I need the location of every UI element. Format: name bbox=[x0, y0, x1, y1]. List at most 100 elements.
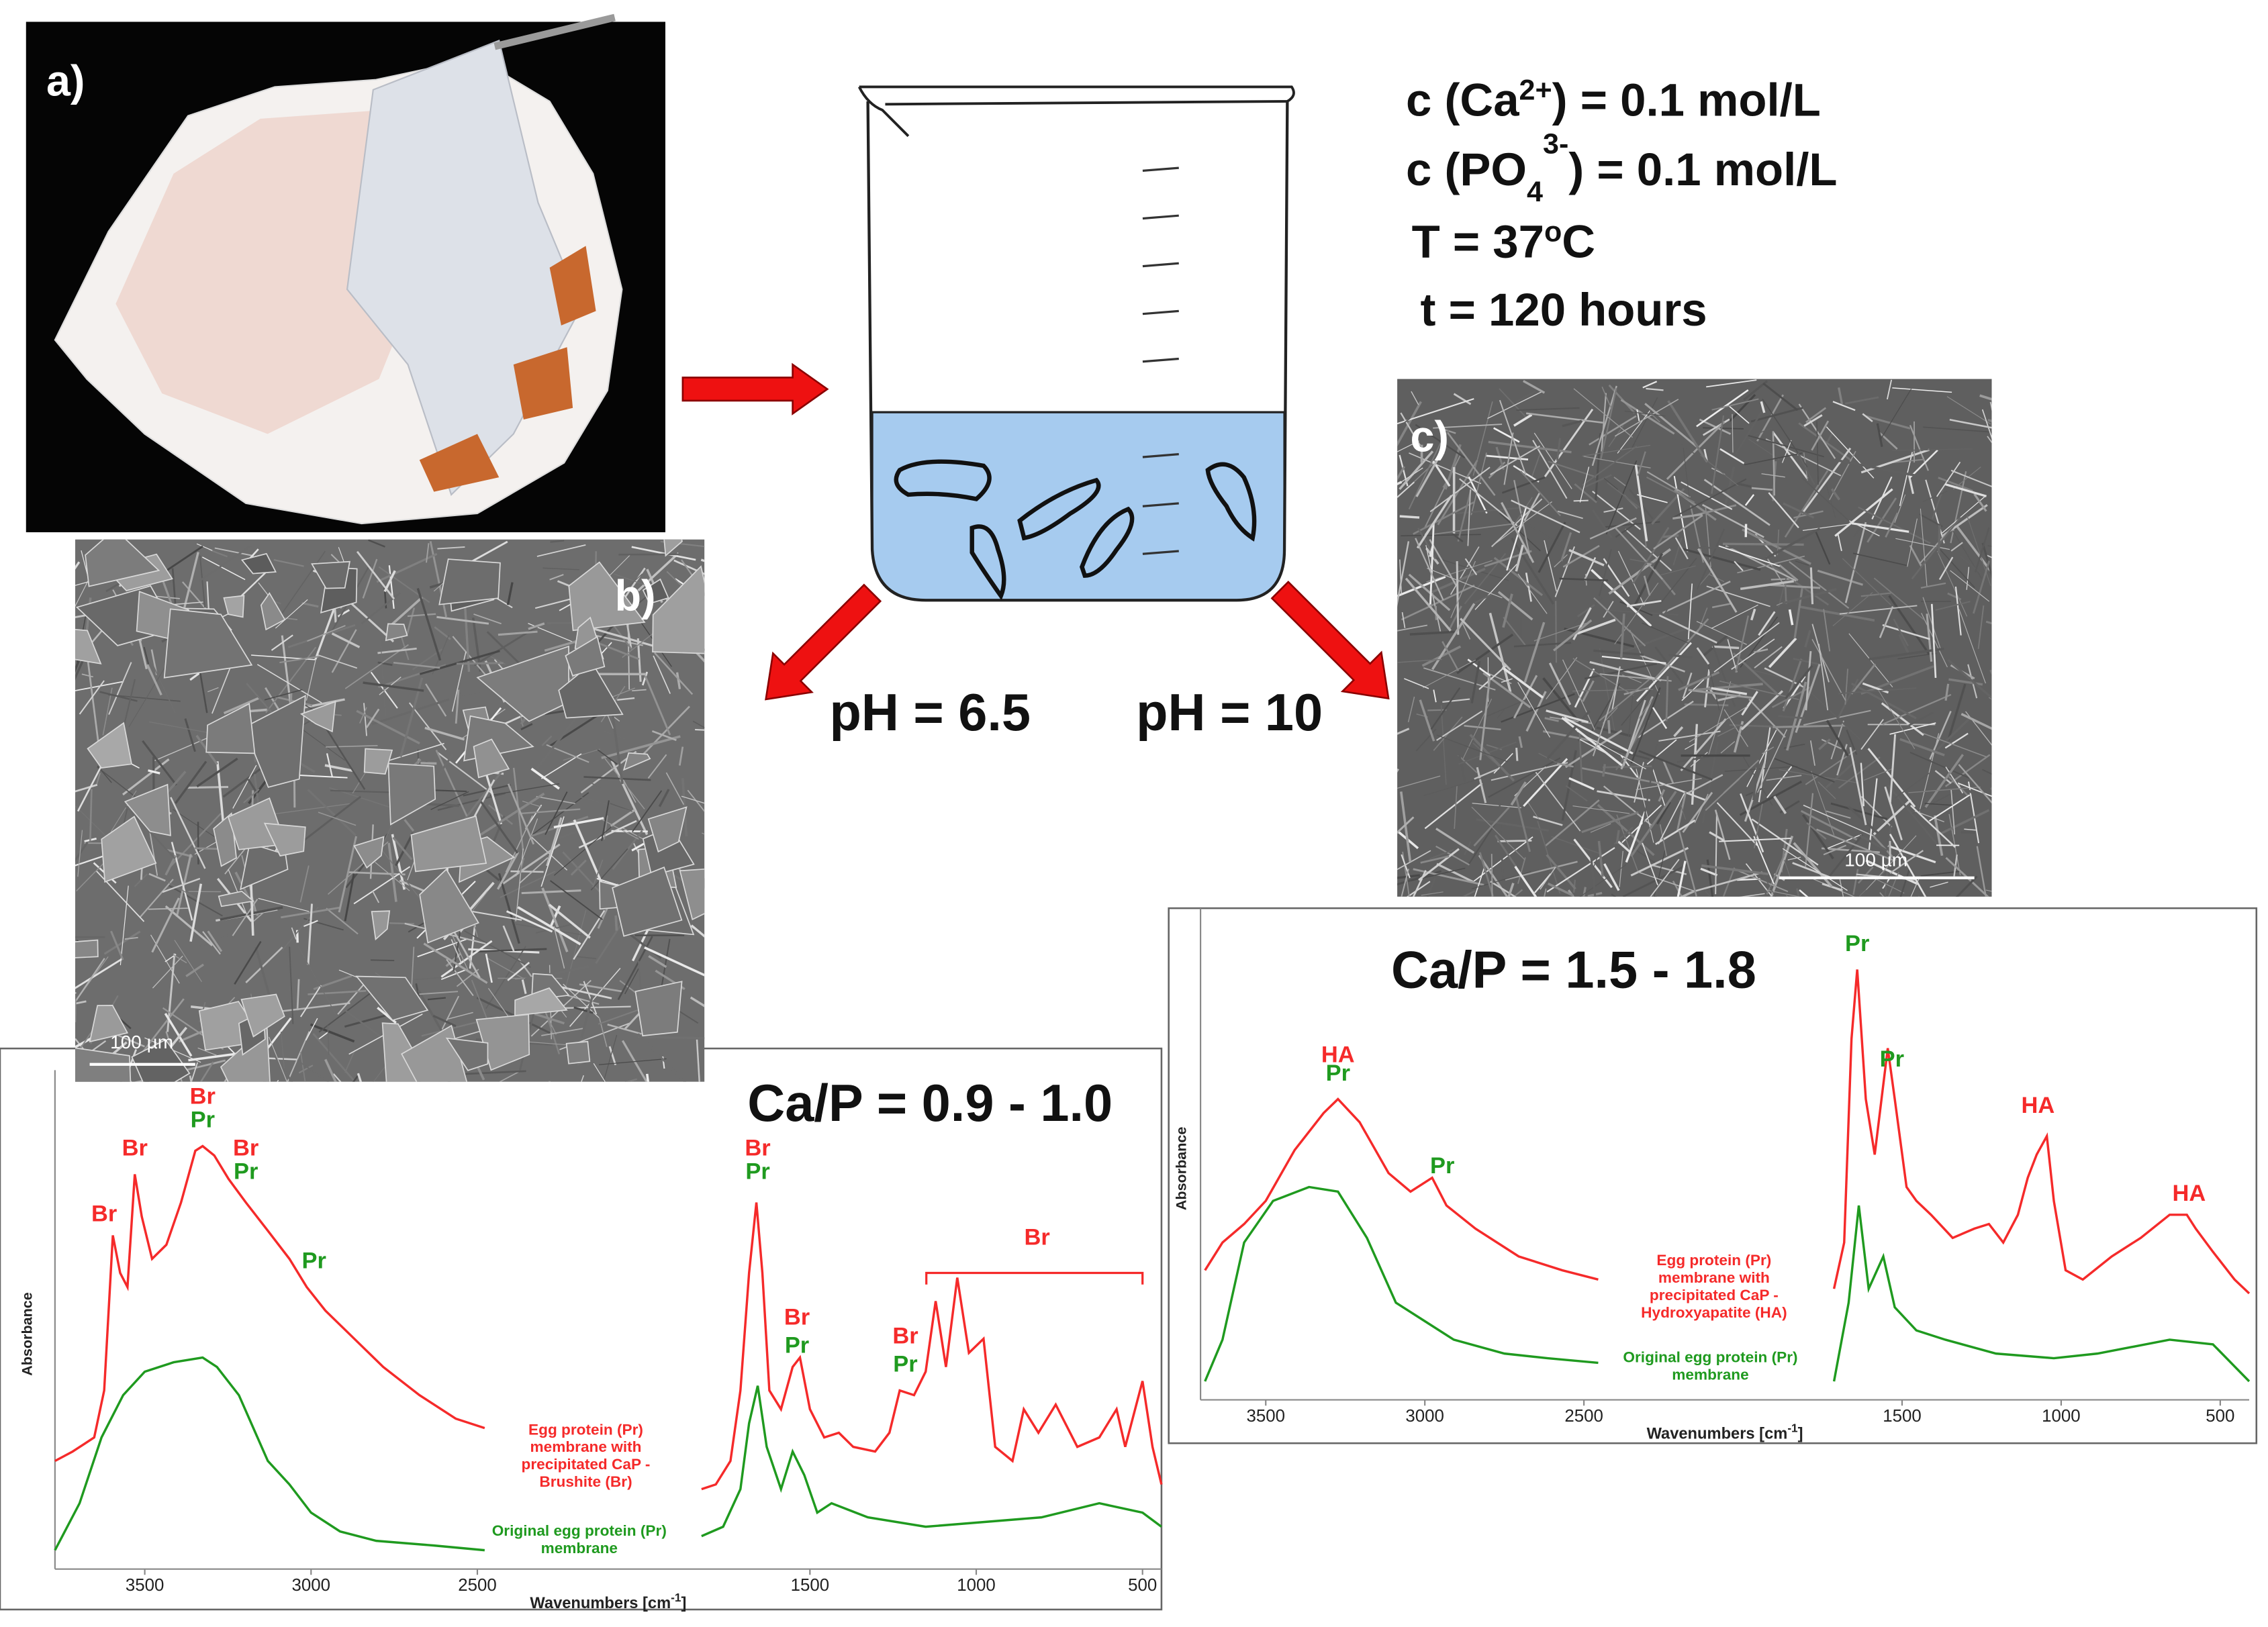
fiber bbox=[1707, 662, 1720, 711]
fiber bbox=[1426, 560, 1493, 583]
condition-text: T = 37 bbox=[1412, 216, 1544, 268]
fiber bbox=[432, 1014, 457, 1028]
fiber bbox=[1637, 451, 1646, 476]
fiber bbox=[232, 898, 258, 936]
fiber bbox=[457, 690, 480, 697]
fiber bbox=[1967, 515, 1991, 587]
fiber bbox=[99, 691, 138, 702]
fiber bbox=[1617, 840, 1632, 854]
fiber bbox=[1786, 681, 1807, 751]
fiber bbox=[1503, 432, 1514, 485]
fiber bbox=[1399, 791, 1412, 862]
arrows bbox=[681, 362, 1390, 701]
peak-label: HA bbox=[2173, 1181, 2206, 1206]
fiber bbox=[1697, 548, 1738, 613]
fiber bbox=[598, 1058, 667, 1065]
x-axis-label-text: ] bbox=[1798, 1426, 1803, 1443]
fiber bbox=[1489, 612, 1512, 693]
fiber bbox=[75, 783, 98, 793]
crystal bbox=[679, 868, 705, 921]
fiber bbox=[124, 936, 138, 940]
x-tick-label: 2500 bbox=[458, 1576, 497, 1595]
crystal bbox=[385, 623, 408, 642]
fiber bbox=[1684, 703, 1729, 707]
fiber bbox=[1948, 814, 1961, 876]
fiber bbox=[1565, 785, 1588, 802]
fiber bbox=[692, 720, 705, 729]
fiber bbox=[1987, 419, 1992, 423]
fiber bbox=[1884, 786, 1903, 840]
fiber bbox=[1939, 809, 1990, 836]
fiber bbox=[1636, 642, 1692, 702]
fiber bbox=[189, 883, 203, 942]
fiber bbox=[1659, 565, 1696, 576]
crystal bbox=[475, 1014, 530, 1071]
fiber bbox=[1532, 440, 1568, 499]
fiber bbox=[506, 910, 553, 933]
fiber bbox=[1659, 824, 1668, 856]
fiber bbox=[1399, 559, 1403, 596]
fiber bbox=[1620, 696, 1654, 770]
fiber bbox=[371, 698, 450, 726]
fiber bbox=[103, 930, 141, 955]
x-tick-label: 1500 bbox=[1883, 1407, 1921, 1426]
fiber bbox=[1540, 867, 1556, 890]
fiber bbox=[1976, 846, 1987, 897]
fiber bbox=[1433, 556, 1509, 581]
fiber bbox=[1533, 622, 1587, 642]
fiber bbox=[1603, 507, 1623, 513]
fiber bbox=[150, 659, 176, 713]
fiber bbox=[1696, 389, 1749, 428]
fiber bbox=[1556, 438, 1562, 461]
fiber bbox=[1683, 448, 1691, 505]
fiber bbox=[576, 956, 597, 960]
fiber bbox=[1577, 618, 1616, 635]
fiber bbox=[337, 609, 350, 618]
fiber bbox=[610, 704, 624, 785]
fiber bbox=[1459, 478, 1518, 527]
fiber bbox=[1920, 582, 1946, 589]
fiber bbox=[102, 687, 113, 736]
fiber bbox=[1442, 641, 1460, 671]
fiber bbox=[665, 772, 685, 805]
fiber bbox=[199, 671, 208, 713]
fiber bbox=[1952, 466, 1981, 490]
fiber bbox=[1803, 804, 1875, 837]
fiber bbox=[1589, 853, 1597, 897]
fiber bbox=[273, 558, 304, 567]
fiber bbox=[690, 996, 705, 1007]
fiber bbox=[1909, 751, 1970, 779]
fiber bbox=[1418, 848, 1460, 881]
fiber bbox=[184, 718, 196, 752]
fiber bbox=[173, 809, 215, 838]
fiber bbox=[1572, 658, 1634, 696]
fiber bbox=[1926, 613, 1933, 662]
fiber bbox=[506, 582, 514, 605]
fiber bbox=[440, 969, 466, 981]
fiber bbox=[1950, 542, 1963, 552]
fiber bbox=[1907, 475, 1914, 495]
fiber bbox=[1474, 767, 1500, 780]
fiber bbox=[1696, 647, 1710, 665]
fiber bbox=[1711, 645, 1740, 650]
fiber bbox=[300, 985, 322, 1018]
y-axis-label: Absorbance bbox=[19, 1292, 35, 1375]
spectrum-line bbox=[1832, 1205, 2251, 1383]
fiber bbox=[1842, 558, 1891, 605]
fiber bbox=[1778, 573, 1789, 607]
fiber bbox=[1985, 620, 1992, 625]
fiber bbox=[1805, 407, 1827, 424]
fiber bbox=[1907, 518, 1918, 567]
fiber bbox=[247, 779, 258, 794]
fiber bbox=[1679, 889, 1695, 897]
fiber bbox=[1642, 381, 1658, 389]
fiber bbox=[1619, 850, 1623, 887]
fiber bbox=[1574, 483, 1597, 503]
fiber bbox=[1593, 649, 1644, 656]
fiber bbox=[485, 953, 493, 983]
fiber bbox=[1678, 671, 1720, 691]
ph-label: pH = 6.5 bbox=[829, 684, 1031, 742]
fiber bbox=[1420, 855, 1450, 864]
fiber bbox=[455, 689, 460, 724]
fiber bbox=[1605, 460, 1638, 535]
